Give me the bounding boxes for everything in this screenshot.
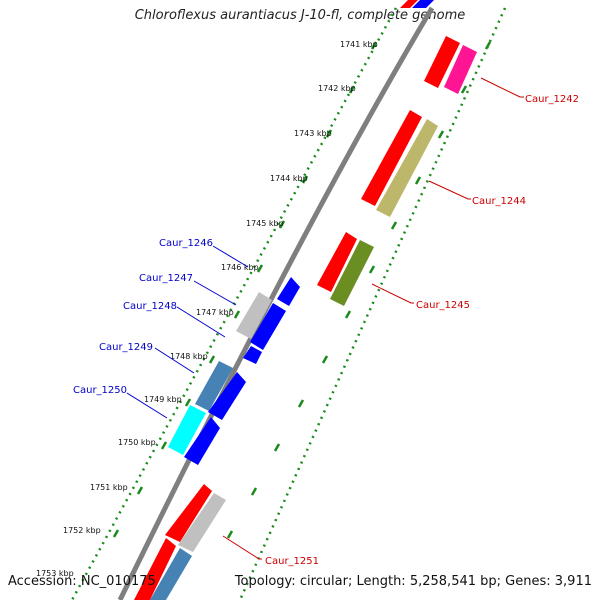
genome-backbone (117, 6, 435, 600)
tick-label: 1748 kbp (170, 352, 208, 361)
gene-label-right: Caur_1244 (472, 196, 526, 207)
tick-label: 1752 kbp (63, 526, 101, 535)
tick-label: 1744 kbp (270, 174, 308, 183)
gene-red[interactable] (361, 110, 422, 206)
gene-caur-1244[interactable] (376, 119, 438, 217)
topology-label: Topology: (234, 574, 296, 589)
outer-ring-ticks (226, 41, 492, 539)
gene-red[interactable] (134, 538, 176, 600)
tick-label: 1753 kbp (36, 569, 74, 578)
gene-label-left: Caur_1247 (139, 273, 193, 284)
tick-labels: 1741 kbp 1742 kbp 1743 kbp 1744 kbp 1745… (36, 40, 378, 578)
accession-value: NC_010175 (80, 574, 156, 589)
gene-caur-1249[interactable] (195, 361, 233, 411)
gene-caur-1245[interactable] (330, 240, 374, 306)
gene-label-left: Caur_1246 (159, 238, 213, 249)
gene-blue[interactable] (412, 0, 434, 8)
gene-label-right: Caur_1242 (525, 94, 579, 105)
tick-label: 1745 kbp (246, 219, 284, 228)
gene-label-left: Caur_1248 (123, 301, 177, 312)
tick-label: 1751 kbp (90, 483, 128, 492)
gene-labels: Caur_1242 Caur_1244 Caur_1245 Caur_1251 … (73, 94, 579, 567)
tick-ring-outer (238, 7, 507, 600)
gene-caur-1247[interactable] (277, 277, 300, 306)
right-label-leaders (222, 77, 524, 560)
map-title: Chloroflexus aurantiacus J-10-fl, comple… (134, 8, 466, 23)
gene-red[interactable] (317, 232, 357, 292)
gene-caur-1242[interactable] (444, 45, 477, 94)
gene-caur-1251[interactable] (178, 493, 226, 552)
gene-blue[interactable] (208, 372, 246, 420)
gene-blue[interactable] (184, 417, 220, 465)
tick-label: 1746 kbp (221, 263, 259, 272)
gene-red[interactable] (400, 0, 418, 8)
gene-label-right: Caur_1245 (416, 300, 470, 311)
topology-value: circular (299, 574, 348, 589)
gene-red[interactable] (165, 484, 212, 542)
length-value: 5,258,541 bp (409, 574, 497, 589)
genome-info: Topology: circular; Length: 5,258,541 bp… (234, 574, 592, 589)
tick-label: 1750 kbp (118, 438, 156, 447)
tick-label: 1742 kbp (318, 84, 356, 93)
gene-blue[interactable] (250, 303, 286, 350)
forward-strand-genes (134, 0, 477, 600)
genes-label: Genes: (505, 574, 551, 589)
gene-label-left: Caur_1250 (73, 385, 127, 396)
accession-info: Accession: NC_010175 (8, 574, 156, 589)
gene-label-right: Caur_1251 (265, 556, 319, 567)
gene-caur-1246[interactable] (236, 292, 272, 339)
gene-caur-1248[interactable] (243, 346, 262, 364)
accession-label: Accession: (8, 574, 77, 589)
gene-steelblue[interactable] (150, 548, 192, 600)
tick-label: 1743 kbp (294, 129, 332, 138)
inner-ring-ticks (112, 41, 378, 538)
gene-caur-1250[interactable] (168, 405, 206, 455)
left-label-leaders (126, 245, 249, 419)
tick-label: 1749 kbp (144, 395, 182, 404)
tick-label: 1741 kbp (340, 40, 378, 49)
reverse-strand-genes (168, 277, 300, 465)
genes-value: 3,911 (554, 574, 592, 589)
length-label: Length: (356, 574, 406, 589)
tick-label: 1747 kbp (196, 308, 234, 317)
gene-label-left: Caur_1249 (99, 342, 153, 353)
gene-red[interactable] (424, 36, 460, 88)
